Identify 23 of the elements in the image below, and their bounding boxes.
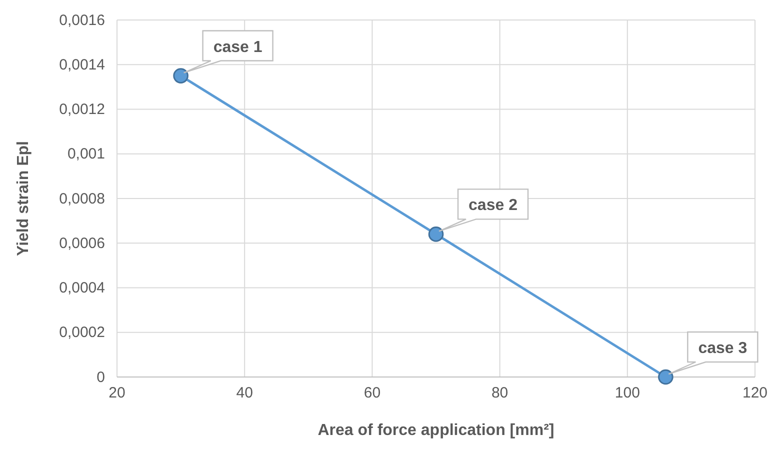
y-tick-label: 0,001: [67, 146, 105, 163]
x-tick-label: 80: [491, 384, 508, 402]
y-tick-label: 0,0002: [59, 324, 105, 342]
x-tick-label: 20: [108, 384, 126, 402]
x-axis-title: Area of force application [mm²]: [318, 422, 554, 439]
x-tick-label: 100: [614, 384, 640, 402]
x-tick-label: 120: [742, 384, 768, 402]
point: [173, 68, 188, 84]
y-tick-label: 0,0016: [59, 12, 105, 29]
point: [658, 369, 674, 385]
point: [428, 226, 444, 242]
y-tick-label: 0,0004: [59, 280, 105, 297]
y-tick-label: 0,0012: [59, 101, 105, 118]
annotation: case 2: [468, 197, 518, 214]
x-tick-label: 40: [236, 384, 253, 402]
annotation: case 1: [213, 38, 262, 56]
y-tick-label: 0,0006: [59, 234, 105, 252]
annotation: case 3: [698, 340, 748, 357]
y-tick-label: 0,0014: [59, 56, 105, 74]
y-axis-title: Yield strain Epl: [15, 141, 32, 256]
y-tick-label: 0: [96, 368, 105, 386]
x-tick-label: 60: [364, 384, 381, 402]
y-tick-label: 0,0008: [59, 190, 105, 208]
